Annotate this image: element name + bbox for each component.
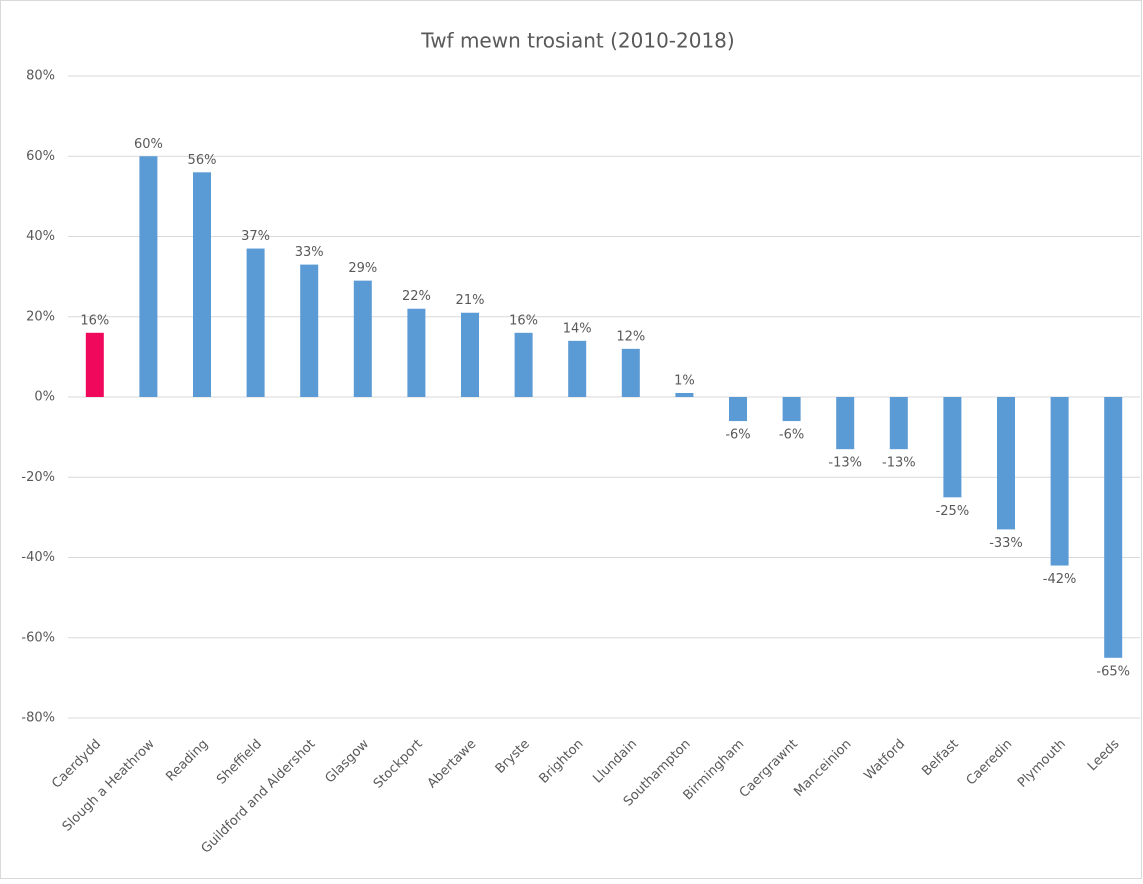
data-label: -13% <box>828 456 862 471</box>
bar <box>139 156 158 397</box>
y-tick-label: 0% <box>34 390 55 405</box>
bar <box>729 397 747 422</box>
y-tick-label: -60% <box>21 630 55 645</box>
data-label: 56% <box>188 153 217 168</box>
data-label: -65% <box>1096 664 1130 679</box>
bar <box>514 332 533 397</box>
bar <box>353 280 372 397</box>
data-label: -13% <box>882 456 916 471</box>
y-tick-label: -40% <box>21 550 55 565</box>
y-tick-label: 40% <box>26 229 55 244</box>
data-label: 16% <box>80 313 109 328</box>
chart-title: Twf mewn trosiant (2010-2018) <box>420 29 734 53</box>
y-tick-label: -20% <box>21 470 55 485</box>
data-label: 60% <box>134 137 163 152</box>
data-label: -25% <box>936 504 970 519</box>
bar <box>889 397 908 450</box>
data-label: 16% <box>509 313 538 328</box>
bar <box>85 332 104 397</box>
bar <box>246 248 265 397</box>
data-label: -42% <box>1043 572 1077 587</box>
data-label: -6% <box>725 428 750 443</box>
data-label: 1% <box>674 373 695 388</box>
bar <box>997 397 1015 530</box>
bar <box>407 308 426 397</box>
data-label: 33% <box>295 245 324 260</box>
bar <box>461 312 479 397</box>
data-label: 21% <box>456 293 485 308</box>
y-tick-label: 20% <box>26 309 55 324</box>
data-label: -6% <box>779 428 804 443</box>
bar <box>1050 397 1069 566</box>
bar <box>675 392 694 397</box>
data-label: 14% <box>563 321 592 336</box>
data-label: 22% <box>402 289 431 304</box>
bar <box>193 172 211 397</box>
bar <box>943 397 962 498</box>
bar <box>300 264 319 397</box>
data-label: 37% <box>241 229 270 244</box>
data-label: 12% <box>616 329 645 344</box>
bar <box>1104 397 1123 658</box>
bar <box>568 340 587 397</box>
y-tick-label: 80% <box>26 69 55 84</box>
bar <box>621 348 640 397</box>
y-tick-label: -80% <box>21 711 55 726</box>
data-label: 29% <box>348 261 377 276</box>
data-label: -33% <box>989 536 1023 551</box>
bar <box>836 397 855 450</box>
y-tick-label: 60% <box>26 149 55 164</box>
bar <box>782 397 801 422</box>
